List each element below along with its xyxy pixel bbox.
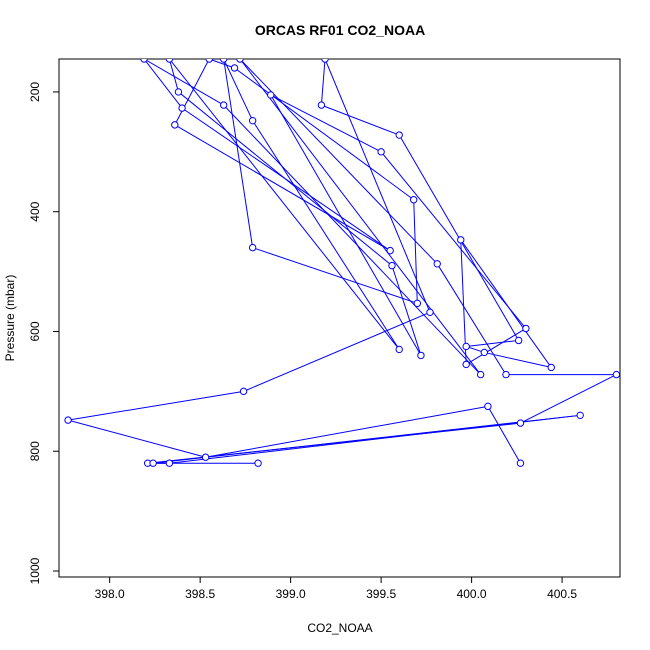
series-segment — [380, 151, 527, 329]
data-point — [612, 370, 620, 379]
series-segment — [252, 120, 400, 350]
series-segment — [270, 94, 382, 153]
series-segment — [174, 124, 391, 252]
series-segment — [223, 59, 254, 248]
series-segment — [143, 59, 224, 106]
series-segment — [252, 247, 418, 304]
data-point — [254, 459, 262, 467]
y-tick-label: 1000 — [28, 557, 42, 584]
series-segment — [413, 199, 418, 304]
series-segment — [234, 67, 414, 201]
data-point — [522, 324, 530, 333]
data-point — [413, 299, 422, 308]
data-point — [64, 416, 72, 424]
data-point — [457, 236, 465, 244]
x-tick-label: 398.0 — [95, 587, 125, 601]
series-segment — [168, 59, 400, 350]
series-segment — [223, 104, 482, 375]
data-point — [576, 411, 584, 420]
data-point — [409, 196, 418, 204]
y-tick-label: 600 — [28, 321, 42, 341]
data-point — [547, 363, 555, 372]
series-segment — [466, 339, 519, 347]
data-point — [165, 459, 174, 467]
data-point — [149, 459, 157, 467]
data-point — [417, 351, 425, 360]
x-tick-label: 400.5 — [547, 587, 577, 601]
data-point — [476, 370, 485, 379]
data-point — [321, 59, 329, 63]
series-segment — [67, 390, 244, 421]
x-axis: 398.0 398.5 399.0 399.5 400.0 400.5 — [95, 577, 577, 601]
plot-area — [64, 59, 620, 467]
y-axis: 200 400 600 800 1000 — [28, 82, 59, 584]
data-point — [201, 453, 210, 461]
data-point — [395, 345, 403, 354]
data-point — [236, 59, 244, 63]
y-tick-label: 200 — [28, 82, 42, 102]
y-axis-label: Pressure (mbar) — [3, 275, 17, 362]
data-point — [174, 88, 183, 96]
data-point — [317, 101, 326, 109]
data-point — [480, 348, 488, 357]
plot-frame — [58, 58, 621, 578]
series-segment — [239, 59, 482, 375]
series-segment — [168, 59, 179, 93]
data-point — [462, 342, 470, 351]
series-segment — [67, 419, 206, 458]
data-point — [267, 91, 275, 99]
series-segment — [487, 406, 521, 464]
series-segment — [174, 59, 210, 126]
data-point — [516, 459, 525, 467]
series-segment — [391, 265, 422, 356]
data-point — [377, 148, 385, 156]
data-point — [248, 243, 257, 252]
x-tick-label: 398.5 — [185, 587, 215, 601]
data-point — [230, 64, 239, 72]
series-segment — [153, 414, 581, 464]
series-segment — [239, 59, 438, 265]
series-segment — [181, 107, 391, 252]
series-segment — [320, 59, 326, 106]
y-tick-label: 800 — [28, 441, 42, 461]
series-segment — [520, 374, 617, 424]
data-point — [205, 59, 213, 63]
data-point — [178, 104, 186, 112]
x-tick-label: 399.0 — [276, 587, 306, 601]
series-segment — [143, 59, 183, 109]
data-point — [219, 101, 228, 109]
data-point — [248, 116, 257, 125]
series-segment — [209, 59, 235, 69]
x-tick-label: 400.0 — [457, 587, 487, 601]
chart-title: ORCAS RF01 CO2_NOAA — [255, 22, 425, 38]
y-tick-label: 400 — [28, 201, 42, 221]
data-point — [484, 402, 492, 411]
series-segment — [436, 263, 507, 375]
data-point — [395, 131, 403, 139]
series-segment — [484, 351, 552, 368]
data-point — [386, 246, 394, 255]
data-point — [433, 260, 441, 268]
series-segment — [223, 59, 254, 121]
data-point — [165, 59, 174, 63]
data-point — [140, 59, 148, 63]
data-point — [426, 308, 434, 317]
data-point — [171, 121, 179, 129]
data-point — [388, 261, 396, 270]
series-segment — [243, 311, 431, 392]
data-point — [219, 59, 228, 63]
series-segment — [205, 405, 488, 458]
series-segment — [321, 104, 400, 136]
data-point — [514, 336, 523, 345]
data-point — [239, 387, 248, 396]
x-tick-label: 399.5 — [366, 587, 396, 601]
data-point — [502, 370, 510, 379]
series-segment — [324, 59, 431, 313]
data-point — [516, 419, 525, 427]
x-axis-label: CO2_NOAA — [307, 621, 372, 635]
data-point — [462, 360, 470, 369]
series-segment — [465, 328, 527, 365]
